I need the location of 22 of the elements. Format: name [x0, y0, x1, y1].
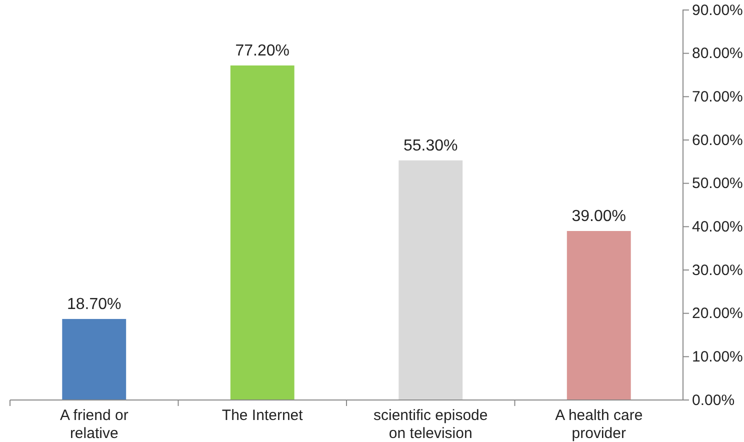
data-label: 18.70% — [66, 296, 122, 313]
bar — [398, 160, 463, 400]
bar — [62, 318, 126, 400]
x-tick-label: A friend or relative — [60, 407, 128, 442]
x-tick-label: The Internet — [222, 407, 304, 424]
y-tick-label: 30.00% — [692, 262, 743, 279]
y-tick-label: 80.00% — [692, 45, 743, 62]
y-tick-label: 40.00% — [692, 218, 743, 236]
data-label: 39.00% — [572, 208, 626, 225]
y-tick-label: 60.00% — [692, 132, 743, 149]
y-tick-label: 0.00% — [692, 392, 735, 409]
bar — [230, 65, 294, 400]
x-tick-label: scientific episode on television — [374, 407, 488, 442]
y-tick-label: 70.00% — [692, 88, 743, 106]
y-tick-label: 50.00% — [692, 175, 743, 192]
data-label: 77.20% — [235, 42, 290, 60]
y-tick-label: 20.00% — [692, 305, 743, 322]
bar — [566, 231, 631, 400]
y-tick-label: 10.00% — [692, 348, 743, 366]
y-tick-label: 90.00% — [692, 2, 743, 19]
data-label: 55.30% — [403, 137, 458, 154]
x-tick-label: A health care provider — [555, 407, 643, 442]
